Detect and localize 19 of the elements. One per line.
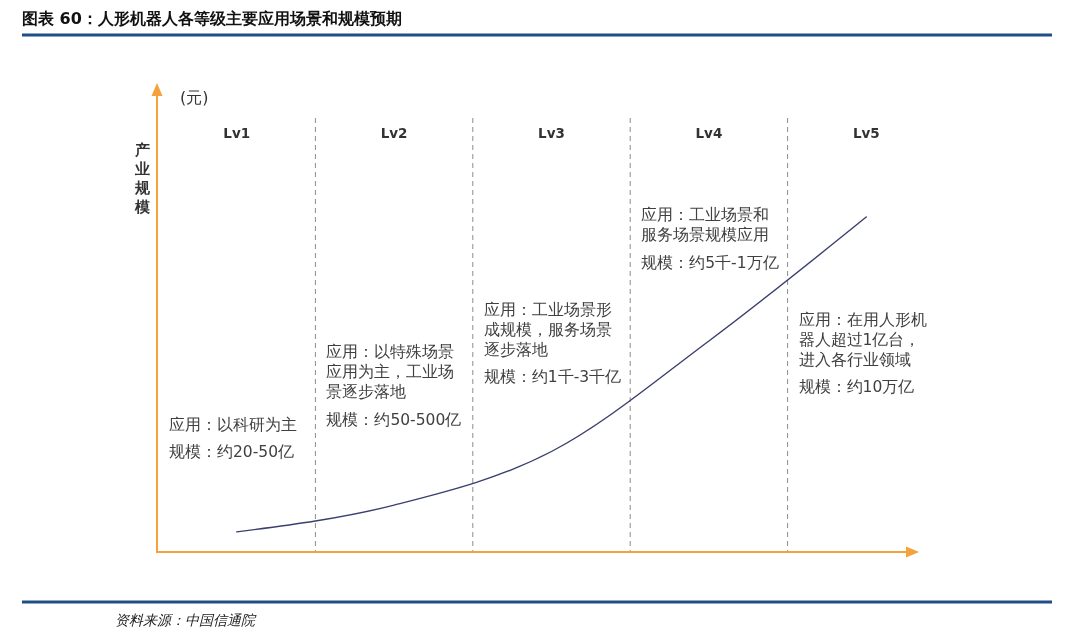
annotation: 应用：工业场景和服务场景规模应用 — [641, 206, 770, 244]
annotation: 应用：工业场景形成规模，服务场景逐步落地 — [483, 301, 612, 359]
x-tick-label: Lv5 — [852, 125, 880, 141]
annotation: 规模：约20-50亿 — [169, 443, 295, 461]
annotation: 应用：以特殊场景应用为主，工业场景逐步落地 — [326, 343, 455, 401]
y-axis-title: 产业规模 — [133, 141, 151, 216]
annotation: 应用：以科研为主 — [169, 416, 297, 434]
x-tick-label: Lv4 — [695, 125, 723, 141]
annotation: 规模：约1千-3千亿 — [483, 368, 622, 386]
text: 资料来源：中国信通院 — [115, 612, 257, 628]
text: (元) — [180, 87, 209, 107]
annotation: 规模：约50-500亿 — [326, 411, 462, 429]
annotation: 应用：在用人形机器人超过1亿台，进入各行业领域 — [798, 311, 927, 369]
x-tick-label: Lv2 — [380, 125, 408, 141]
annotation: 规模：约10万亿 — [798, 378, 915, 396]
x-tick-label: Lv3 — [538, 125, 565, 141]
chart-title: 图表 60：人形机器人各等级主要应用场景和规模预期 — [22, 8, 402, 28]
annotation: 规模：约5千-1万亿 — [641, 254, 779, 272]
x-tick-label: Lv1 — [223, 125, 251, 141]
